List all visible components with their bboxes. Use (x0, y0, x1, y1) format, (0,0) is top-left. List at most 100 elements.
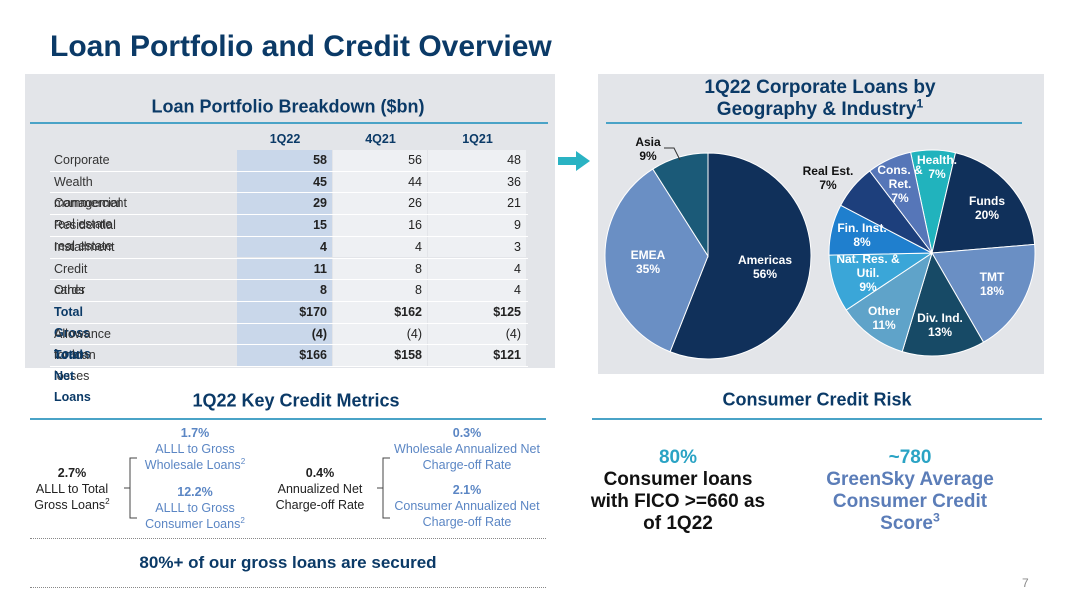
cell: 8 (320, 283, 327, 298)
slice-value: 18% (979, 284, 1005, 298)
slide-title: Loan Portfolio and Credit Overview (50, 30, 552, 63)
pie-slice (931, 243, 1036, 343)
slice-value: 9% (859, 280, 877, 294)
metric: 12.2% ALLL to Gross Consumer Loans2 (135, 484, 255, 532)
cell-bg (333, 150, 427, 171)
metric-label: ALLL to Gross Consumer Loans (145, 501, 241, 531)
metric-value: 12.2% (177, 485, 213, 499)
pie-slice (845, 251, 933, 353)
cell-bg (333, 258, 427, 280)
metric: 2.1% Consumer Annualized Net Charge-off R… (383, 482, 551, 530)
slice-name: Fin. Inst. (837, 221, 887, 235)
slice-label: Americas 56% (725, 253, 805, 281)
metric-label: Consumer Annualized Net Charge-off Rate (394, 499, 540, 529)
cell: 4 (320, 239, 327, 254)
metric-value: 1.7% (180, 426, 210, 440)
cell: (4) (406, 326, 422, 341)
row-label: Total Net Loans (54, 348, 91, 405)
cell: $121 (493, 348, 521, 363)
cell: $125 (493, 304, 521, 319)
slice-label: TMT 18% (957, 270, 1027, 298)
cell: 48 (507, 153, 521, 167)
metrics-footer: 80%+ of our gross loans are secured (139, 553, 437, 572)
cell: (4) (505, 326, 521, 341)
cell: $162 (394, 304, 422, 319)
slice-label: Funds 20% (952, 194, 1022, 222)
row-rule (50, 214, 528, 216)
row-rule (50, 170, 528, 172)
slice-name: Nat. Res. & Util. (836, 252, 900, 280)
slice-label: Asia 9% (608, 135, 688, 163)
metric-value: 2.7% (57, 466, 87, 480)
cell: $166 (299, 348, 327, 363)
cell-bg (333, 193, 427, 215)
slice-label: Fin. Inst. 8% (827, 221, 897, 249)
divider (30, 587, 546, 588)
cell: 4 (415, 239, 422, 254)
cell-bg (428, 215, 526, 236)
cell-bg (237, 280, 332, 301)
slice-value: 56% (752, 267, 778, 281)
stat-value: ~780 (888, 447, 932, 468)
row-label: Other (54, 283, 86, 298)
cell: 4 (514, 283, 521, 298)
cell-bg (237, 301, 332, 323)
slice-label: Other 11% (849, 304, 919, 332)
metric-label: Annualized Net Charge-off Rate (275, 482, 365, 512)
table-title: Loan Portfolio Breakdown ($bn) (151, 96, 425, 117)
slice-value: 11% (872, 318, 896, 332)
slice-value: 13% (927, 325, 953, 339)
cell-bg (237, 323, 332, 345)
cell-bg (428, 301, 526, 323)
slice-name: Cons. & Ret. (877, 163, 923, 191)
slice-name: Div. Ind. (917, 311, 963, 325)
row-rule (50, 192, 528, 194)
cell-bg (237, 236, 332, 258)
slice-label: Cons. & Ret. 7% (865, 163, 935, 205)
row-rule (50, 344, 528, 346)
metric: 2.7% ALLL to Total Gross Loans2 (22, 465, 122, 513)
cell: 58 (313, 153, 327, 167)
row-label: Commercial real estate (54, 196, 121, 232)
stat-value: 80% (658, 447, 698, 468)
row-label: Allowance for loan losses (54, 326, 111, 383)
slice-value: 35% (635, 262, 661, 276)
pie-slice (604, 168, 709, 353)
cell: 4 (514, 261, 521, 276)
slice-name: EMEA (630, 248, 666, 262)
metric: 0.3% Wholesale Annualized Net Charge-off … (392, 425, 542, 473)
cell-bg (428, 236, 526, 258)
metric: 0.4% Annualized Net Charge-off Rate (265, 465, 375, 513)
cell-bg (333, 323, 427, 345)
cell-bg (333, 215, 427, 236)
pie-slice (931, 152, 1036, 254)
metric-value: 2.1% (452, 483, 482, 497)
metric-value: 0.4% (305, 466, 335, 480)
cell: 8 (415, 261, 422, 276)
page-number: 7 (1022, 576, 1029, 590)
metric-label: ALLL to Gross Wholesale Loans (144, 442, 241, 472)
slice-label: EMEA 35% (608, 248, 688, 276)
cell-bg (333, 280, 427, 301)
cell-bg (333, 301, 427, 323)
cell-bg (428, 280, 526, 301)
leader-line (664, 147, 681, 161)
cell-bg (428, 258, 526, 280)
cell-bg (237, 258, 332, 280)
brackets (124, 457, 390, 519)
cell: 9 (514, 218, 521, 233)
slice-value: 9% (639, 149, 657, 163)
cell-bg (428, 193, 526, 215)
metric-value: 0.3% (452, 426, 482, 440)
cell: 15 (313, 218, 327, 233)
slice-label: Nat. Res. & Util. 9% (833, 252, 903, 294)
column-header: 1Q22 (269, 132, 301, 146)
slice-name: Funds (969, 194, 1005, 208)
rule (592, 418, 1042, 420)
row-rule (50, 300, 528, 302)
cell: 44 (408, 174, 422, 189)
cell: (4) (311, 326, 327, 341)
arrow (558, 151, 590, 171)
cell-bg (237, 215, 332, 236)
